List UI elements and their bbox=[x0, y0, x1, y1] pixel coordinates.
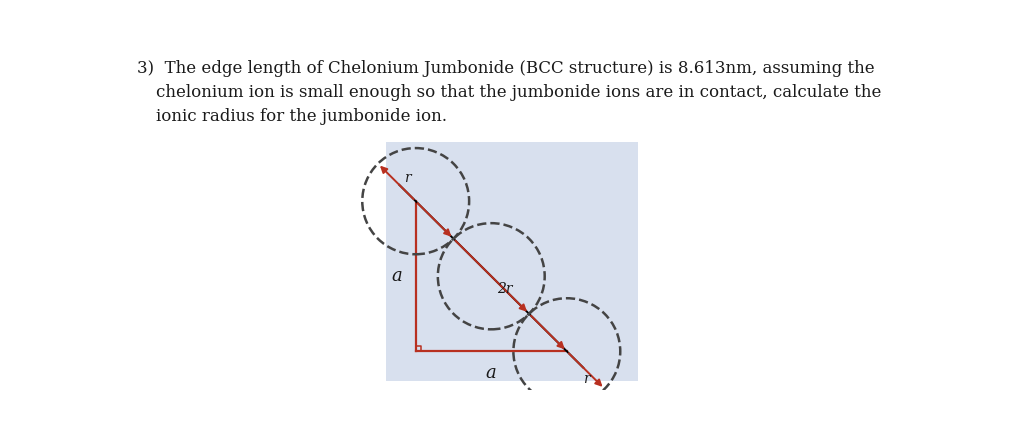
Text: 2r: 2r bbox=[496, 283, 513, 297]
Text: r: r bbox=[582, 372, 590, 386]
Bar bbox=[386, 142, 638, 381]
Text: chelonium ion is small enough so that the jumbonide ions are in contact, calcula: chelonium ion is small enough so that th… bbox=[156, 84, 881, 101]
Text: 3)  The edge length of Chelonium Jumbonide (BCC structure) is 8.613nm, assuming : 3) The edge length of Chelonium Jumbonid… bbox=[138, 60, 875, 77]
Text: a: a bbox=[391, 267, 402, 285]
Text: r: r bbox=[403, 171, 410, 185]
Text: ionic radius for the jumbonide ion.: ionic radius for the jumbonide ion. bbox=[156, 108, 447, 125]
Text: a: a bbox=[486, 364, 496, 382]
